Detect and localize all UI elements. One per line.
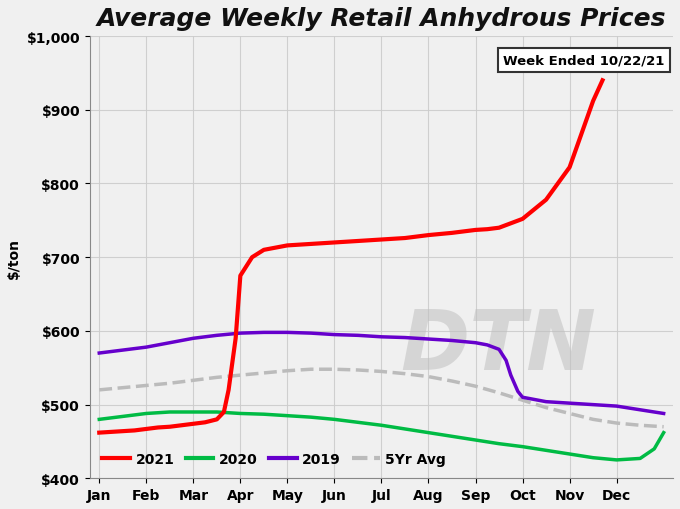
Title: Average Weekly Retail Anhydrous Prices: Average Weekly Retail Anhydrous Prices (97, 7, 666, 31)
Text: Week Ended 10/22/21: Week Ended 10/22/21 (503, 54, 664, 68)
Legend: 2021, 2020, 2019, 5Yr Avg: 2021, 2020, 2019, 5Yr Avg (97, 446, 452, 471)
Text: DTN: DTN (400, 305, 596, 386)
Y-axis label: $/ton: $/ton (7, 237, 21, 278)
